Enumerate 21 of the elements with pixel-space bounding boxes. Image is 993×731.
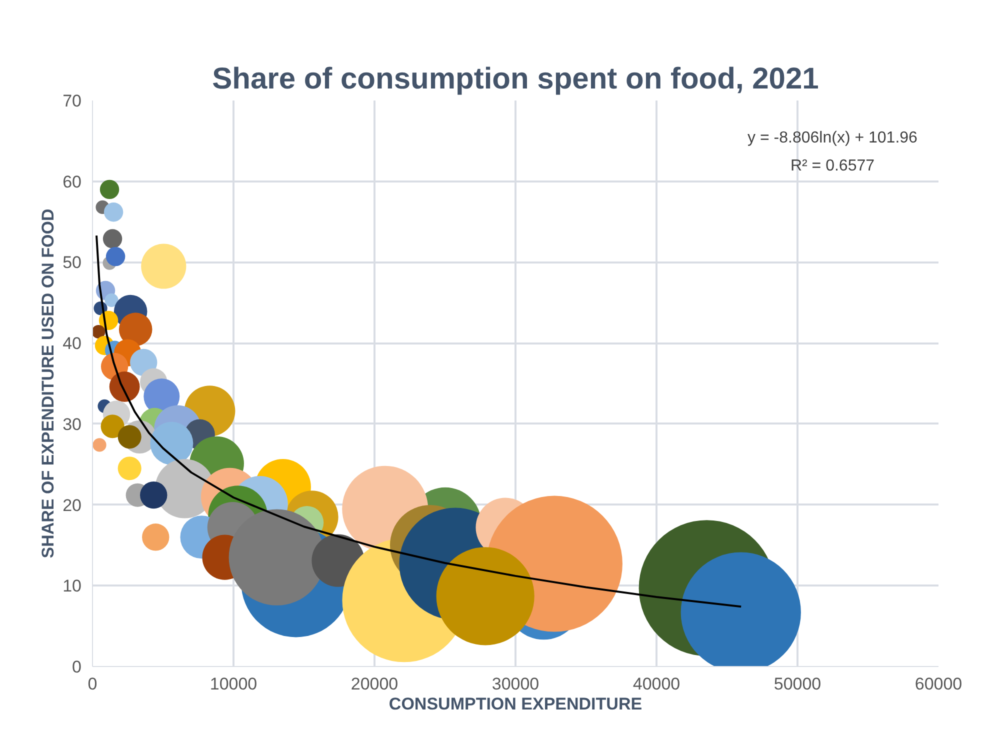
x-tick-label: 60000 (914, 674, 962, 694)
line-series (96, 234, 742, 608)
x-tick-label: 10000 (210, 674, 258, 694)
y-axis-title: SHARE OF EXPENDITURE USED ON FOOD (38, 208, 58, 558)
y-tick-label: 10 (62, 576, 82, 596)
x-axis-title: CONSUMPTION EXPENDITURE (388, 694, 642, 714)
y-tick-label: 30 (62, 414, 82, 434)
x-tick-label: 40000 (632, 674, 680, 694)
y-tick-label: 50 (62, 253, 82, 272)
x-tick-label: 50000 (774, 674, 822, 694)
chart-title: Share of consumption spent on food, 2021 (212, 62, 819, 96)
y-tick-label: 0 (72, 658, 82, 676)
x-tick-label: 20000 (350, 674, 398, 694)
annotation: R² = 0.6577 (790, 158, 875, 174)
annotation: y = -8.806ln(x) + 101.96 (748, 130, 918, 146)
y-tick-label: 60 (62, 172, 82, 192)
y-tick-label: 70 (62, 92, 82, 110)
y-tick-label: 40 (62, 334, 82, 354)
x-tick-label: 0 (88, 674, 98, 694)
y-tick-label: 20 (62, 496, 82, 515)
x-tick-label: 30000 (492, 674, 540, 694)
